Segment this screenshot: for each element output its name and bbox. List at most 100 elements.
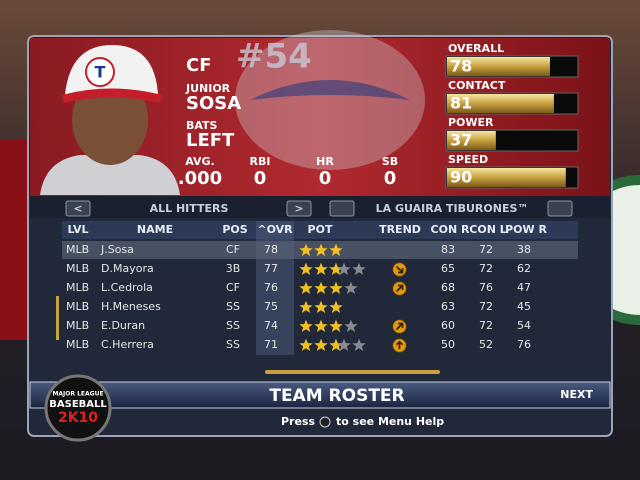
column-header[interactable]: NAME: [137, 223, 173, 236]
logo-line2: BASEBALL: [49, 399, 107, 410]
tab-bar: [30, 196, 610, 218]
table-cell: 65: [441, 262, 455, 275]
table-cell: 75: [264, 300, 278, 313]
rating-bar: [447, 94, 554, 113]
stat-label: RBI: [250, 155, 271, 168]
table-cell: 3B: [226, 262, 241, 275]
column-header[interactable]: ^OVR: [257, 223, 293, 236]
table-cell: 63: [441, 300, 455, 313]
column-header[interactable]: POS: [222, 223, 247, 236]
table-cell: 74: [264, 319, 278, 332]
column-header[interactable]: TREND: [379, 223, 421, 236]
player-number: #54: [236, 37, 312, 77]
table-cell: E.Duran: [101, 319, 145, 332]
table-cell: SS: [226, 338, 240, 351]
next-filter-label: >: [294, 202, 303, 215]
table-cell: MLB: [66, 338, 89, 351]
table-cell: C.Herrera: [101, 338, 154, 351]
rb-button[interactable]: [547, 200, 573, 217]
column-header[interactable]: CON L: [469, 223, 506, 236]
table-cell: 68: [441, 281, 455, 294]
player-position: CF: [186, 55, 212, 76]
rating-bar: [447, 131, 496, 150]
scroll-indicator: [56, 296, 59, 340]
table-cell: MLB: [66, 281, 89, 294]
table-cell: 47: [517, 281, 531, 294]
game-logo: [44, 374, 112, 442]
table-cell: SS: [226, 319, 240, 332]
table-cell: 71: [264, 338, 278, 351]
table-cell: D.Mayora: [101, 262, 154, 275]
rating-value: 37: [450, 131, 472, 150]
rating-value: 90: [450, 168, 472, 187]
team-logo-watermark: [235, 30, 425, 170]
filter-label[interactable]: ALL HITTERS: [150, 202, 229, 215]
rating-label: SPEED: [448, 153, 488, 166]
rating-label: CONTACT: [448, 79, 506, 92]
column-header[interactable]: LVL: [67, 223, 88, 236]
bg-logo-left: [0, 140, 30, 340]
table-cell: MLB: [66, 243, 89, 256]
last-name: SOSA: [186, 93, 241, 114]
stat-label: HR: [316, 155, 334, 168]
table-cell: L.Cedrola: [101, 281, 153, 294]
table-cell: 76: [517, 338, 531, 351]
help-prefix: Press: [281, 415, 315, 428]
stat-value: 0: [254, 168, 267, 189]
column-header[interactable]: CON R: [431, 223, 470, 236]
prev-button[interactable]: [65, 200, 91, 217]
logo-line3: 2K10: [58, 410, 98, 426]
column-header[interactable]: POW R: [505, 223, 547, 236]
table-cell: 83: [441, 243, 455, 256]
bats-label: BATS: [186, 119, 218, 132]
table-cell: 45: [517, 300, 531, 313]
table-cell: 72: [479, 262, 493, 275]
prev-label: <: [73, 202, 82, 215]
table-cell: 52: [479, 338, 493, 351]
table-cell: 60: [441, 319, 455, 332]
table-cell: 72: [479, 243, 493, 256]
stat-value: 0: [319, 168, 332, 189]
rating-bar: [447, 168, 566, 187]
table-header: [62, 221, 578, 239]
rating-label: OVERALL: [448, 42, 504, 55]
team-label[interactable]: LA GUAIRA TIBURONES™: [376, 202, 529, 215]
stat-value: .000: [178, 168, 222, 189]
bats-value: LEFT: [186, 130, 235, 151]
next-filter-button[interactable]: [286, 200, 312, 217]
floor: [0, 440, 640, 480]
table-cell: 72: [479, 319, 493, 332]
table-cell: 54: [517, 319, 531, 332]
next-button[interactable]: NEXT: [560, 388, 593, 401]
scrollbar: [265, 370, 440, 374]
table-cell: CF: [226, 281, 240, 294]
table-cell: J.Sosa: [100, 243, 134, 256]
table-cell: 78: [264, 243, 278, 256]
stat-label: SB: [382, 155, 398, 168]
column-header[interactable]: POT: [308, 223, 333, 236]
table-cell: 76: [479, 281, 493, 294]
rating-value: 81: [450, 94, 472, 113]
rating-bar: [447, 57, 550, 76]
table-cell: MLB: [66, 262, 89, 275]
first-name: JUNIOR: [185, 82, 231, 95]
back-button-icon: [319, 416, 331, 428]
table-cell: 38: [517, 243, 531, 256]
table-cell: 62: [517, 262, 531, 275]
table-cell: MLB: [66, 300, 89, 313]
shark-watermark: [250, 80, 410, 100]
table-cell: CF: [226, 243, 240, 256]
rating-label: POWER: [448, 116, 494, 129]
table-cell: 50: [441, 338, 455, 351]
ratings: OVERALL 78 CONTACT 81 POWER 37 SPEED 90: [445, 42, 579, 189]
table-cell: H.Meneses: [101, 300, 161, 313]
table-cell: MLB: [66, 319, 89, 332]
table-cell: SS: [226, 300, 240, 313]
player-portrait: T: [40, 45, 180, 195]
table-cell: 76: [264, 281, 278, 294]
lb-button[interactable]: [329, 200, 355, 217]
rating-value: 78: [450, 57, 472, 76]
